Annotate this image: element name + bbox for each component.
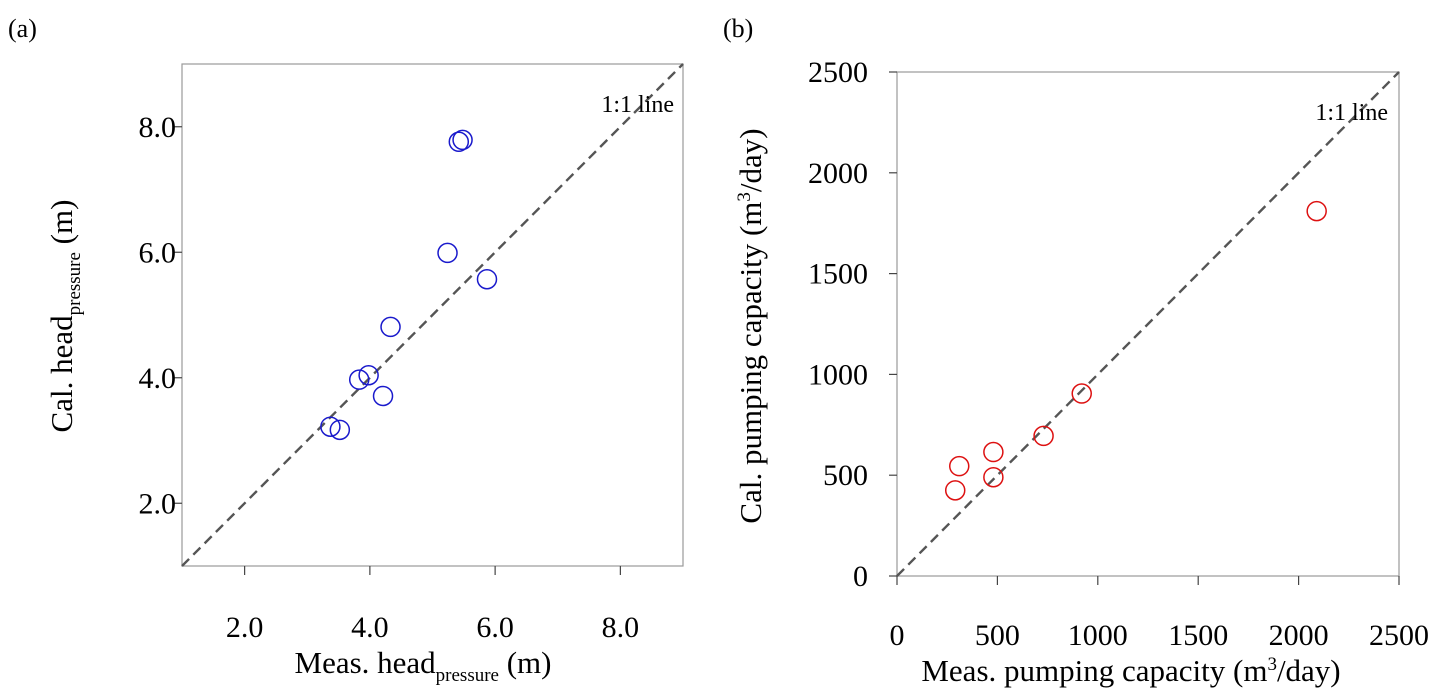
x-tick-label: 2.0 xyxy=(226,611,264,644)
data-point xyxy=(1306,200,1327,222)
data-point xyxy=(1071,383,1092,404)
panel-a-plot-frame xyxy=(181,63,684,567)
panel-a-label: (a) xyxy=(8,14,37,43)
x-tick-label: 8.0 xyxy=(602,611,640,644)
y-tick-label: 1000 xyxy=(808,358,868,391)
panel-a-one-to-one-label: 1:1 line xyxy=(601,92,674,118)
x-tick-label: 4.0 xyxy=(351,611,389,644)
data-point xyxy=(983,441,1004,463)
data-point xyxy=(348,369,370,390)
panel-a: (a) 2.0 4.0 6.0 8.0 2.0 4.0 6.0 8.0 1:1 line M… xyxy=(8,14,684,686)
data-point xyxy=(358,364,379,386)
panel-a-one-to-one-line xyxy=(181,63,684,567)
data-point xyxy=(452,129,473,151)
x-tick-label: 0 xyxy=(890,619,905,652)
data-point xyxy=(448,131,470,153)
panel-b-y-ticks: 0 500 1000 1500 2000 2500 xyxy=(808,56,897,593)
panel-b-label: (b) xyxy=(723,14,753,43)
y-tick-label: 0 xyxy=(853,560,868,593)
y-tick-label: 4.0 xyxy=(139,362,177,395)
data-point xyxy=(1033,425,1054,447)
panel-b-one-to-one-line xyxy=(896,71,1400,577)
panel-a-y-ticks: 2.0 4.0 6.0 8.0 xyxy=(139,111,182,520)
y-tick-label: 6.0 xyxy=(139,236,177,269)
data-point xyxy=(944,480,966,501)
panel-a-y-axis-label: Cal. headpressure (m) xyxy=(44,200,85,433)
panel-a-points xyxy=(320,129,498,441)
x-tick-label: 2500 xyxy=(1369,619,1429,652)
panel-b-y-axis-label: Cal. pumping capacity (m3/day) xyxy=(733,128,768,523)
x-tick-label: 500 xyxy=(975,619,1020,652)
panel-a-x-ticks: 2.0 4.0 6.0 8.0 xyxy=(226,566,639,644)
data-point xyxy=(476,268,498,290)
x-tick-label: 1500 xyxy=(1168,619,1228,652)
x-tick-label: 6.0 xyxy=(476,611,514,644)
x-tick-label: 1000 xyxy=(1068,619,1128,652)
panel-b-points xyxy=(944,200,1327,501)
panel-b-one-to-one-label: 1:1 line xyxy=(1315,100,1388,126)
y-tick-label: 2.0 xyxy=(139,487,177,520)
panel-b-x-axis-label: Meas. pumping capacity (m3/day) xyxy=(921,653,1340,688)
panel-b: (b) 0 500 1000 1500 2000 2500 0 500 1000 1500 200… xyxy=(723,14,1429,688)
y-tick-label: 1500 xyxy=(808,258,868,291)
data-point xyxy=(948,455,970,477)
y-tick-label: 2500 xyxy=(808,56,868,89)
data-point xyxy=(320,416,341,437)
data-point xyxy=(380,316,401,338)
y-tick-label: 8.0 xyxy=(139,111,177,144)
panel-a-x-axis-label: Meas. headpressure (m) xyxy=(295,645,552,686)
data-point xyxy=(983,466,1004,488)
y-tick-label: 2000 xyxy=(808,157,868,190)
x-tick-label: 2000 xyxy=(1269,619,1329,652)
data-point xyxy=(329,419,351,441)
data-point xyxy=(372,385,394,407)
y-tick-label: 500 xyxy=(823,459,868,492)
panel-b-x-ticks: 0 500 1000 1500 2000 2500 xyxy=(890,576,1429,652)
panel-b-plot-frame xyxy=(896,71,1400,577)
data-point xyxy=(437,242,458,264)
